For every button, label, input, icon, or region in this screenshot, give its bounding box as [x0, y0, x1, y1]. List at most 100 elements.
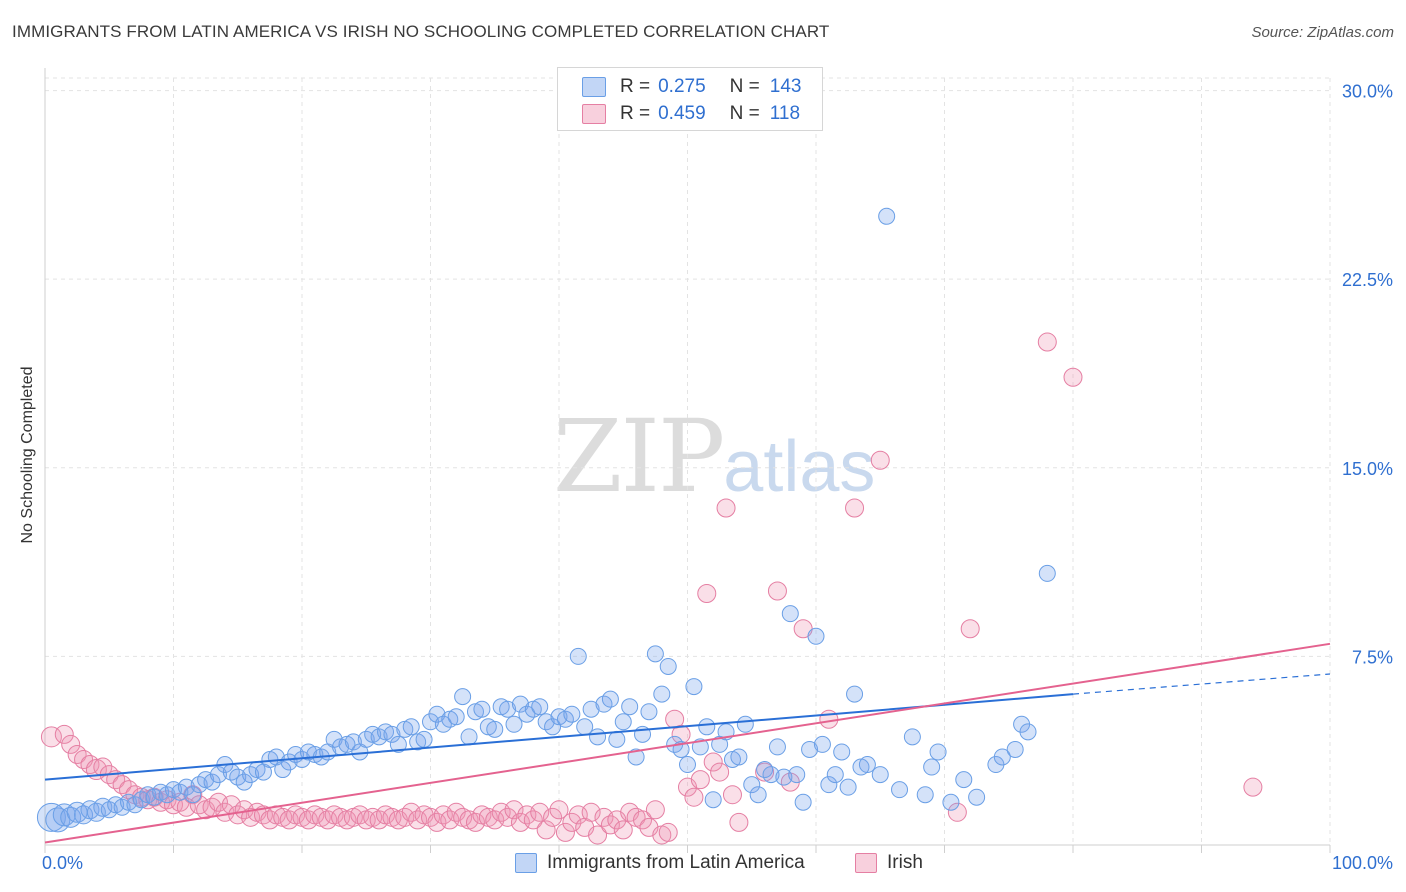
bottom-legend-label: Irish [887, 852, 923, 873]
point-latin-america [685, 678, 703, 696]
point-irish [633, 810, 653, 830]
point-irish [960, 619, 980, 639]
point-latin-america [499, 700, 517, 718]
point-irish [690, 770, 710, 790]
point-latin-america [415, 730, 433, 748]
point-latin-america [454, 688, 472, 706]
point-irish [67, 744, 87, 764]
point-irish [658, 822, 678, 842]
point-latin-america [813, 735, 831, 753]
point-latin-america [704, 791, 722, 809]
trendline-latin-america [44, 693, 1074, 781]
point-latin-america [627, 748, 645, 766]
point-latin-america [801, 740, 819, 758]
point-irish [93, 757, 113, 777]
point-latin-america [871, 766, 889, 784]
point-latin-america [839, 778, 857, 796]
point-irish [1063, 367, 1083, 387]
legend-r-value: 0.459 [658, 103, 706, 124]
point-latin-america [52, 803, 76, 827]
point-latin-america [698, 718, 716, 736]
bottom-swatch-pink [855, 853, 877, 873]
point-latin-america [762, 766, 780, 784]
point-irish [710, 762, 730, 782]
legend-r-value: 0.275 [658, 76, 706, 97]
y-tick-label: 30.0% [1342, 82, 1393, 102]
point-irish [845, 498, 865, 518]
point-irish [465, 812, 485, 832]
point-irish [40, 726, 62, 748]
point-latin-america [563, 705, 581, 723]
point-latin-america [942, 793, 960, 811]
point-latin-america [659, 657, 677, 675]
trendline-irish [44, 642, 1331, 844]
point-latin-america [428, 705, 446, 723]
point-latin-america [968, 788, 986, 806]
point-irish [581, 802, 601, 822]
point-latin-america [531, 698, 549, 716]
point-irish [703, 752, 723, 772]
point-latin-america [576, 718, 594, 736]
point-latin-america [653, 685, 671, 703]
point-latin-america [846, 685, 864, 703]
legend-row-blue: R = 0.275 N = 143 [582, 75, 801, 99]
x-tick-label: 100.0% [1332, 853, 1393, 873]
y-axis-label: No Schooling Completed [19, 366, 36, 544]
point-irish [536, 820, 556, 840]
y-tick-label: 22.5% [1342, 270, 1393, 290]
y-tick-label: 7.5% [1352, 647, 1393, 667]
point-latin-america [640, 703, 658, 721]
point-latin-america [826, 766, 844, 784]
point-irish [562, 812, 582, 832]
point-latin-america [781, 605, 799, 623]
legend-r-label: R = [620, 103, 651, 124]
legend-n-value: 143 [769, 76, 802, 97]
point-latin-america [749, 786, 767, 804]
point-latin-america [903, 728, 921, 746]
point-irish [555, 822, 575, 842]
point-latin-america [209, 766, 227, 784]
point-latin-america [807, 627, 825, 645]
point-latin-america [788, 766, 806, 784]
point-latin-america [679, 756, 696, 774]
point-latin-america [768, 738, 786, 756]
point-latin-america [730, 748, 748, 766]
legend-n-label: N = [729, 103, 760, 124]
point-latin-america [460, 728, 478, 746]
point-irish [1037, 332, 1057, 352]
point-irish [54, 724, 74, 744]
source-label: Source: ZipAtlas.com [1251, 24, 1394, 41]
point-irish [530, 802, 550, 822]
legend-row-pink: R = 0.459 N = 118 [582, 102, 800, 126]
point-latin-america [1038, 564, 1056, 582]
point-irish [523, 810, 543, 830]
point-latin-america [1006, 740, 1024, 758]
point-latin-america [929, 743, 947, 761]
point-irish [870, 450, 890, 470]
point-irish [697, 584, 717, 604]
watermark-atlas: atlas [723, 427, 876, 507]
point-latin-america [601, 690, 619, 708]
legend-n-value: 118 [769, 103, 801, 124]
legend-swatch-pink [582, 104, 606, 124]
point-latin-america [589, 728, 607, 746]
point-latin-america [993, 748, 1011, 766]
point-latin-america [775, 768, 793, 786]
point-latin-america [614, 713, 632, 731]
point-latin-america [486, 720, 504, 738]
point-irish [947, 802, 967, 822]
point-latin-america [184, 786, 202, 804]
point-irish [504, 800, 524, 820]
point-latin-america [691, 738, 709, 756]
chart-title: IMMIGRANTS FROM LATIN AMERICA VS IRISH N… [12, 22, 830, 41]
point-irish [588, 825, 608, 845]
point-latin-america [544, 718, 562, 736]
point-latin-america [447, 708, 465, 726]
legend-n-label: N = [729, 76, 760, 97]
point-irish [600, 815, 620, 835]
point-latin-america [473, 700, 491, 718]
point-latin-america [608, 730, 626, 748]
watermark: ZIPatlas [553, 398, 875, 515]
point-latin-america [86, 802, 106, 822]
point-latin-america [582, 700, 600, 718]
